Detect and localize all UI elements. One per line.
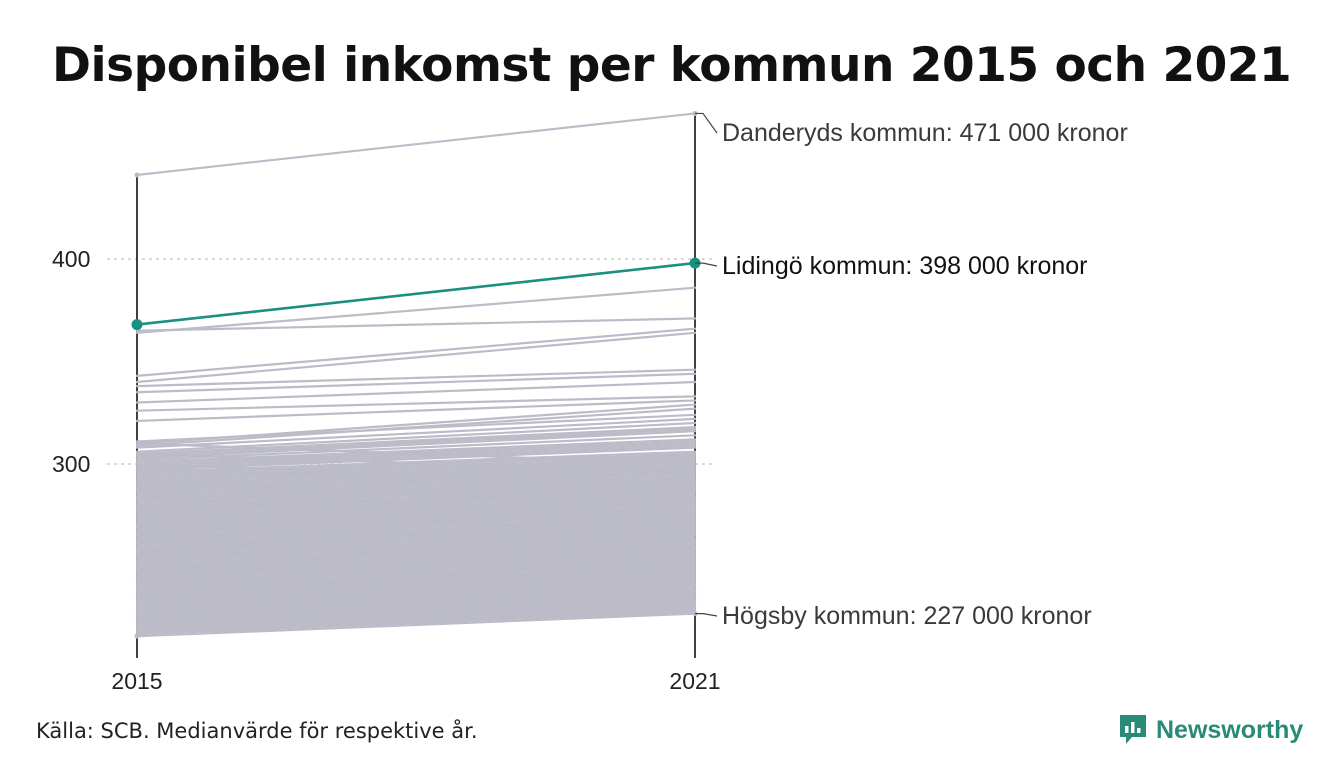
y-tick-label-400: 400 <box>52 246 90 272</box>
municipality-line <box>135 438 697 464</box>
municipality-line <box>135 583 697 626</box>
municipality-line <box>135 464 697 519</box>
municipality-line <box>135 430 697 459</box>
danderyds-line <box>136 112 696 177</box>
municipality-line <box>135 454 697 478</box>
municipality-line <box>135 563 697 605</box>
x-axis-labels: 2015 2021 <box>111 668 720 694</box>
municipality-line <box>135 442 697 466</box>
municipality-line <box>135 399 697 423</box>
municipality-line <box>135 610 697 636</box>
hogsby-leader <box>695 613 718 617</box>
hogsby-label: Högsby kommun: 227 000 kronor <box>722 602 1092 630</box>
lidingo-line <box>136 261 696 326</box>
municipality-line <box>135 497 697 546</box>
municipality-line <box>135 460 697 484</box>
municipality-line <box>135 589 697 632</box>
municipality-line <box>135 372 697 394</box>
municipality-line <box>135 520 697 564</box>
municipality-line <box>135 368 697 388</box>
municipality-line <box>135 487 697 537</box>
municipality-line <box>135 475 697 529</box>
y-axis-labels: 300 400 <box>52 246 90 477</box>
municipality-line <box>135 286 697 334</box>
municipality-line <box>135 473 697 496</box>
danderyds-point-2015 <box>134 172 140 178</box>
municipality-line <box>135 528 697 572</box>
municipality-line <box>135 546 697 589</box>
municipality-line <box>135 428 697 457</box>
municipality-line <box>135 380 697 404</box>
municipality-line <box>135 577 697 619</box>
municipality-line <box>135 608 697 630</box>
municipality-line <box>135 403 697 445</box>
municipality-line <box>135 462 697 486</box>
hgsby-point-2015 <box>134 633 140 639</box>
source-note: Källa: SCB. Medianvärde för respektive å… <box>36 719 478 743</box>
annotations: Danderyds kommun: 471 000 kronor Lidingö … <box>695 112 1128 630</box>
hgsby-line <box>136 612 696 638</box>
municipality-line <box>135 395 697 412</box>
municipality-line <box>135 516 697 539</box>
municipality-line <box>135 452 697 474</box>
y-tick-label-300: 300 <box>52 451 90 477</box>
lidingo-label: Lidingö kommun: 398 000 kronor <box>722 252 1088 280</box>
municipality-line <box>135 317 697 332</box>
municipality-line <box>135 538 697 580</box>
slope-chart: 300 400 2015 2021 Danderyds kommun: 471 00… <box>52 110 1128 694</box>
municipality-line <box>135 327 697 377</box>
brand-logo: Newsworthy <box>1118 713 1303 747</box>
municipality-line <box>135 331 697 384</box>
chart-title: Disponibel inkomst per kommun 2015 och 2… <box>52 38 1292 93</box>
danderyd-leader <box>695 112 718 134</box>
lidingo-point-2015 <box>131 319 143 331</box>
lidingo-leader <box>695 262 718 267</box>
x-tick-label-2021: 2021 <box>669 668 720 694</box>
danderyd-label: Danderyds kommun: 471 000 kronor <box>722 119 1128 147</box>
newsworthy-logo-icon <box>1120 715 1146 744</box>
municipality-line <box>135 417 697 449</box>
municipality-line <box>135 475 697 498</box>
municipality-line <box>135 407 697 447</box>
brand-name: Newsworthy <box>1156 715 1304 744</box>
municipality-line <box>135 483 697 507</box>
municipality-line <box>135 555 697 597</box>
x-tick-label-2015: 2015 <box>111 668 162 694</box>
municipality-line <box>135 452 697 511</box>
municipality-line <box>135 426 697 455</box>
municipality-lines <box>131 110 701 639</box>
municipality-line <box>135 444 697 470</box>
municipality-line <box>135 571 697 613</box>
municipality-line <box>135 510 697 556</box>
municipality-line <box>135 483 697 525</box>
